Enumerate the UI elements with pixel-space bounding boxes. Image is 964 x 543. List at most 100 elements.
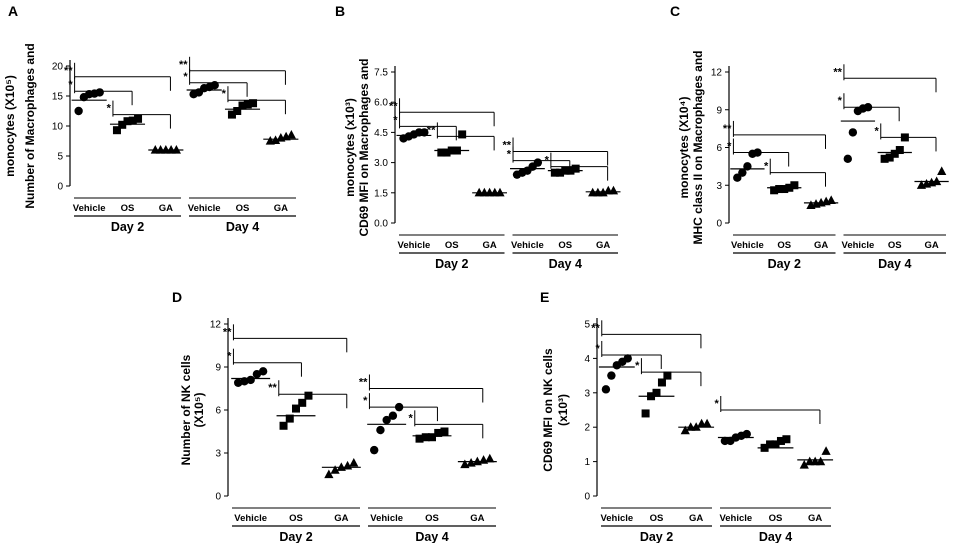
data-point	[680, 425, 690, 435]
day-label: Day 4	[878, 257, 911, 271]
data-point	[134, 114, 143, 123]
significance-label: *	[545, 155, 550, 167]
y-axis-title: monocytes (x10³)	[343, 98, 357, 197]
y-tick-label: 3.0	[374, 158, 388, 169]
panel-letter: C	[670, 3, 680, 19]
data-point	[227, 110, 236, 119]
y-tick-label: 0	[716, 219, 722, 230]
data-point	[123, 117, 132, 126]
data-point	[702, 418, 712, 428]
y-axis-title: monocytes (X10⁴)	[677, 97, 691, 199]
significance-label: **	[268, 382, 277, 394]
significance-label: **	[223, 326, 232, 338]
y-tick-label: 1	[584, 457, 590, 468]
group-label: GA	[482, 240, 496, 251]
day-label: Day 4	[226, 220, 259, 234]
group-label: Vehicle	[731, 240, 764, 251]
data-point	[623, 354, 632, 363]
data-point	[738, 168, 747, 177]
y-axis-title: CD69 MFI on Macrophages and	[357, 58, 371, 236]
data-point	[771, 440, 780, 449]
data-point	[442, 148, 451, 157]
group-label: OS	[650, 513, 664, 524]
data-point	[782, 435, 791, 444]
y-tick-label: 12	[210, 320, 222, 331]
data-point	[382, 415, 391, 425]
group-label: Vehicle	[719, 513, 752, 524]
y-tick-label: 20	[52, 62, 64, 73]
significance-label: **	[591, 322, 600, 334]
data-point	[458, 130, 467, 139]
day-label: Day 2	[768, 257, 801, 271]
data-point	[74, 106, 83, 116]
data-point	[370, 445, 379, 455]
day-label: Day 2	[640, 530, 673, 543]
significance-label: *	[727, 141, 732, 153]
data-point	[243, 100, 252, 109]
y-tick-label: 3	[584, 388, 590, 399]
data-point	[279, 421, 288, 430]
data-point	[848, 128, 858, 137]
data-point	[171, 145, 181, 154]
data-point	[775, 185, 784, 194]
significance-label: *	[107, 103, 112, 115]
data-point	[420, 128, 429, 137]
data-point	[440, 427, 449, 436]
data-point	[780, 185, 789, 194]
data-point	[324, 469, 334, 479]
y-tick-label: 4	[584, 354, 590, 365]
significance-label: *	[363, 395, 368, 407]
y-tick-label: 4.5	[374, 128, 388, 139]
group-label: GA	[470, 513, 484, 524]
y-tick-label: 6	[215, 406, 221, 417]
group-label: GA	[159, 203, 173, 214]
significance-label: *	[714, 398, 719, 410]
significance-label: **	[179, 59, 188, 71]
data-point	[550, 168, 559, 177]
significance-label: **	[359, 377, 368, 389]
data-point	[437, 148, 446, 157]
data-point	[304, 391, 313, 400]
data-point	[556, 168, 565, 177]
data-point	[128, 116, 137, 125]
y-tick-label: 0	[584, 492, 590, 503]
y-tick-label: 3	[716, 181, 722, 192]
data-point	[770, 186, 779, 195]
significance-label: *	[183, 71, 188, 83]
data-point	[843, 154, 852, 164]
group-label: Vehicle	[370, 513, 403, 524]
y-tick-label: 2	[584, 423, 590, 434]
significance-label: **	[502, 140, 511, 152]
data-point	[776, 436, 785, 445]
significance-label: *	[68, 79, 73, 91]
data-point	[641, 409, 650, 418]
significance-label: *	[393, 114, 398, 126]
data-point	[821, 446, 831, 455]
data-point	[249, 99, 258, 108]
data-point	[258, 367, 268, 376]
y-tick-label: 10	[52, 122, 64, 133]
data-point	[246, 375, 255, 385]
data-point	[210, 81, 219, 90]
data-point	[663, 371, 672, 380]
significance-label: *	[635, 360, 640, 372]
data-point	[657, 378, 666, 387]
y-tick-label: 6.0	[374, 98, 388, 109]
group-label: OS	[888, 240, 902, 251]
panel-letter: D	[172, 289, 182, 305]
y-tick-label: 7.5	[374, 68, 388, 79]
data-point	[742, 429, 751, 439]
day-label: Day 4	[415, 530, 448, 543]
significance-label: **	[427, 124, 436, 136]
group-label: OS	[445, 240, 459, 251]
data-point	[885, 153, 894, 162]
y-tick-label: 15	[52, 92, 64, 103]
y-axis-title: CD69 MFI on NK cells	[541, 348, 555, 472]
data-point	[376, 425, 385, 435]
significance-label: **	[389, 100, 398, 112]
panel-c: C 0 3 6 9 12 MHC class II on Macrophages andmo…	[670, 3, 949, 271]
data-point	[533, 158, 543, 167]
y-axis-title: monocytes (X10⁵)	[3, 75, 17, 177]
